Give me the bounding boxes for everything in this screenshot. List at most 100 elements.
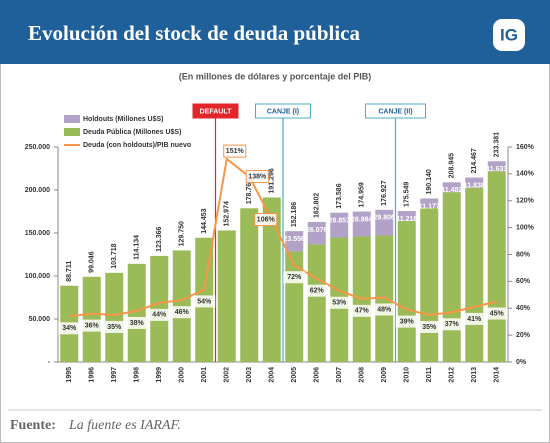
bar [307,244,326,362]
legend-label: Deuda Pública (Millones U$S) [83,129,181,136]
x-tick-label: 2011 [426,367,433,382]
y2-tick-label: 140% [516,171,535,178]
line-label-box [148,308,171,321]
bar-value-label: 28.984 [351,216,373,223]
bar-value-label: 23.556 [284,236,306,243]
total-label: 123.366 [156,226,163,251]
total-label: 129.750 [179,221,186,246]
bar [217,230,236,362]
bar-value-label: 26.076 [306,227,328,234]
total-label: 114.134 [134,235,141,260]
line-label-box [305,284,328,297]
legend-swatch [64,115,80,123]
line-value-label: 41% [467,316,482,323]
line [69,157,497,318]
x-tick-label: 2005 [291,367,298,383]
x-tick-label: 2001 [201,367,208,383]
legend-swatch [64,128,80,136]
line-value-label: 34% [62,325,77,332]
total-label: 178.768 [246,179,253,204]
x-tick-label: 2007 [336,367,343,383]
bar-value-label: 11.177 [419,203,440,210]
bar [487,161,506,172]
total-label: 88.711 [66,261,73,282]
line-value-label: 38% [130,320,145,327]
bar [105,272,124,362]
line-value-label: 35% [107,324,122,331]
line-value-label: 138% [248,173,267,180]
line-label-box [350,304,373,317]
line-value-label: 36% [85,322,100,329]
y-tick-label: 250.000 [25,144,50,151]
bar [375,209,394,236]
annotation-label: DEFAULT [200,108,232,115]
bar-value-label: 11.482 [441,187,462,194]
bar [285,231,304,252]
x-tick-label: 2013 [471,367,478,383]
x-tick-label: 2006 [314,367,321,383]
bar [442,182,461,193]
x-tick-label: 2012 [449,367,456,383]
bar [465,177,484,188]
annotation-box [192,103,239,119]
line-label-box [373,303,396,316]
y-tick-label: 100.000 [25,273,50,280]
x-tick-label: 1995 [66,367,73,383]
total-label: 175.549 [404,182,411,207]
total-label: 191.296 [269,168,276,193]
total-label: 152.186 [291,202,298,227]
line-label-box [170,306,193,319]
line-label-box [103,320,126,333]
y2-tick-label: 40% [516,305,531,312]
y2-tick-label: 160% [516,144,535,151]
subtitle: (En millones de dólares y porcentaje del… [179,71,372,81]
y-tick-label: 200.000 [25,187,50,194]
bar [420,198,439,209]
line-label-box [254,213,278,227]
bar-value-label: 11.218 [396,216,417,223]
line-label-box [463,312,486,325]
x-tick-label: 1998 [134,367,141,383]
line-value-label: 106% [257,216,276,223]
bar [262,197,281,362]
total-label: 144.453 [201,208,208,233]
annotation-label: CANJE (II) [378,108,412,115]
bar [487,171,506,362]
bar [420,208,439,362]
bar [240,208,259,362]
x-tick-label: 1999 [156,367,163,383]
logo: IG [500,25,518,44]
x-tick-label: 1996 [89,367,96,383]
y2-tick-label: 20% [516,332,531,339]
bar [82,276,101,362]
bar-value-label: 29.806 [374,215,396,222]
line-value-label: 46% [175,309,190,316]
total-label: 176.927 [381,180,388,205]
total-label: 190.140 [426,169,433,194]
line-value-label: 72% [287,274,302,281]
line-label-box [283,271,306,284]
line-label-box [440,318,463,331]
bar [375,235,394,362]
x-tick-label: 2000 [179,367,186,383]
source-text: La fuente es IARAF. [68,418,181,433]
chart-title: Evolución del stock de deuda pública [28,21,360,45]
total-label: 103.718 [111,243,118,268]
line-value-label: 35% [422,324,437,331]
bar [465,187,484,362]
line-value-label: 47% [355,308,370,315]
line-value-label: 54% [197,298,212,305]
annotation-label: CANJE (I) [267,108,299,115]
bar [307,221,326,245]
annotation-box [365,103,426,119]
total-label: 173.586 [336,183,343,208]
x-tick-label: 2010 [404,367,411,383]
total-label: 233.381 [494,132,501,157]
total-label: 152.974 [224,201,231,226]
annotation-box [255,103,311,119]
line-value-label: 62% [310,288,325,295]
x-tick-label: 2002 [224,367,231,383]
bar-value-label: 28.857 [329,218,351,225]
line-value-label: 44% [152,312,167,319]
